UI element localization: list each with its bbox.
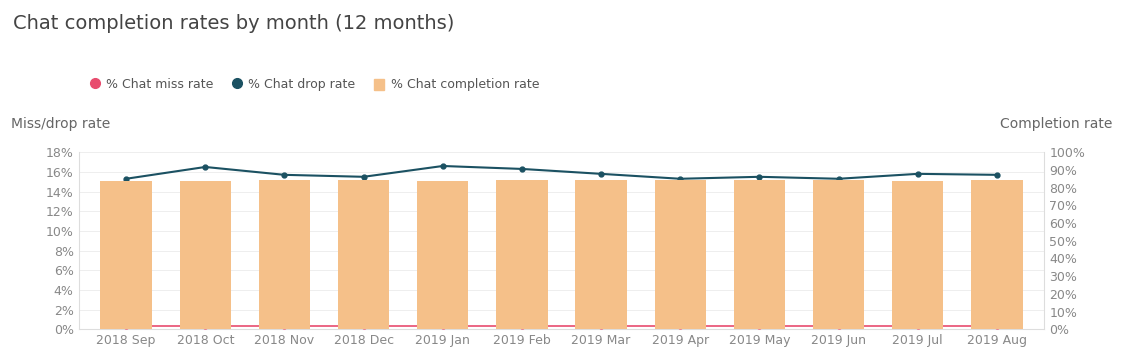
Bar xyxy=(338,180,390,329)
Bar xyxy=(417,181,468,329)
Legend: % Chat miss rate, % Chat drop rate, % Chat completion rate: % Chat miss rate, % Chat drop rate, % Ch… xyxy=(85,73,545,96)
Bar xyxy=(258,180,310,329)
Bar xyxy=(892,181,943,329)
Bar xyxy=(180,181,231,329)
Bar xyxy=(733,180,785,329)
Text: Miss/drop rate: Miss/drop rate xyxy=(11,117,110,131)
Bar xyxy=(575,180,627,329)
Text: Completion rate: Completion rate xyxy=(999,117,1112,131)
Bar xyxy=(655,179,706,329)
Text: Chat completion rates by month (12 months): Chat completion rates by month (12 month… xyxy=(13,14,455,33)
Bar xyxy=(971,180,1023,329)
Bar xyxy=(100,181,152,329)
Bar xyxy=(496,180,548,329)
Bar xyxy=(813,179,865,329)
